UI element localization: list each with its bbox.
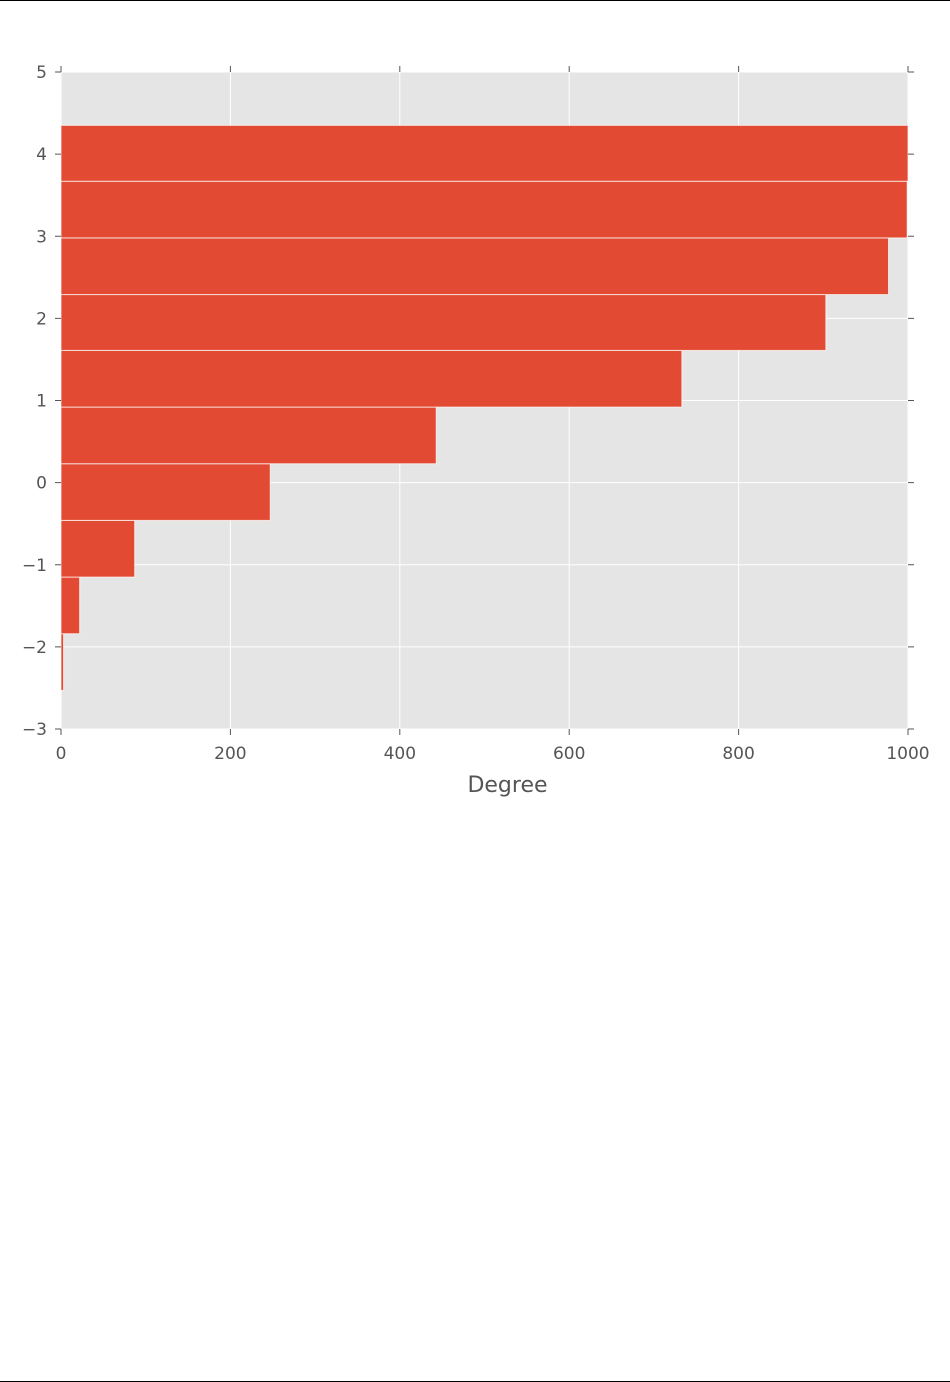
y-tick-label: 0: [36, 474, 47, 494]
bar: [60, 463, 271, 521]
x-tick-label: 400: [384, 744, 416, 764]
y-tick-label: −3: [22, 720, 47, 740]
y-tick-label: −2: [22, 638, 47, 658]
x-tick-label: 200: [214, 744, 246, 764]
x-axis-label: Degree: [467, 773, 547, 798]
y-tick-label: 1: [36, 392, 47, 412]
y-tick-label: 4: [36, 145, 47, 165]
bar: [60, 124, 909, 182]
bar: [60, 633, 65, 691]
bar: [60, 180, 908, 239]
x-tick-label: 1000: [886, 744, 929, 764]
y-tick-label: 2: [36, 309, 47, 329]
bar: [60, 576, 81, 635]
y-tick-label: 3: [36, 227, 47, 247]
bar: [60, 349, 683, 408]
histogram-chart: 0 200 400 600 800 1000 −3 −2 −1 0 1 2 3 4 5 Degree: [22, 63, 930, 798]
x-tick-label: 600: [553, 744, 585, 764]
bar: [60, 294, 827, 351]
y-tick-label: −1: [22, 556, 47, 576]
x-tick-label: 800: [722, 744, 754, 764]
bar: [60, 406, 437, 465]
x-tick-label: 0: [56, 744, 67, 764]
bar: [60, 519, 136, 578]
bar: [60, 237, 890, 296]
y-tick-label: 5: [36, 63, 47, 83]
top-border: [0, 0, 950, 1]
